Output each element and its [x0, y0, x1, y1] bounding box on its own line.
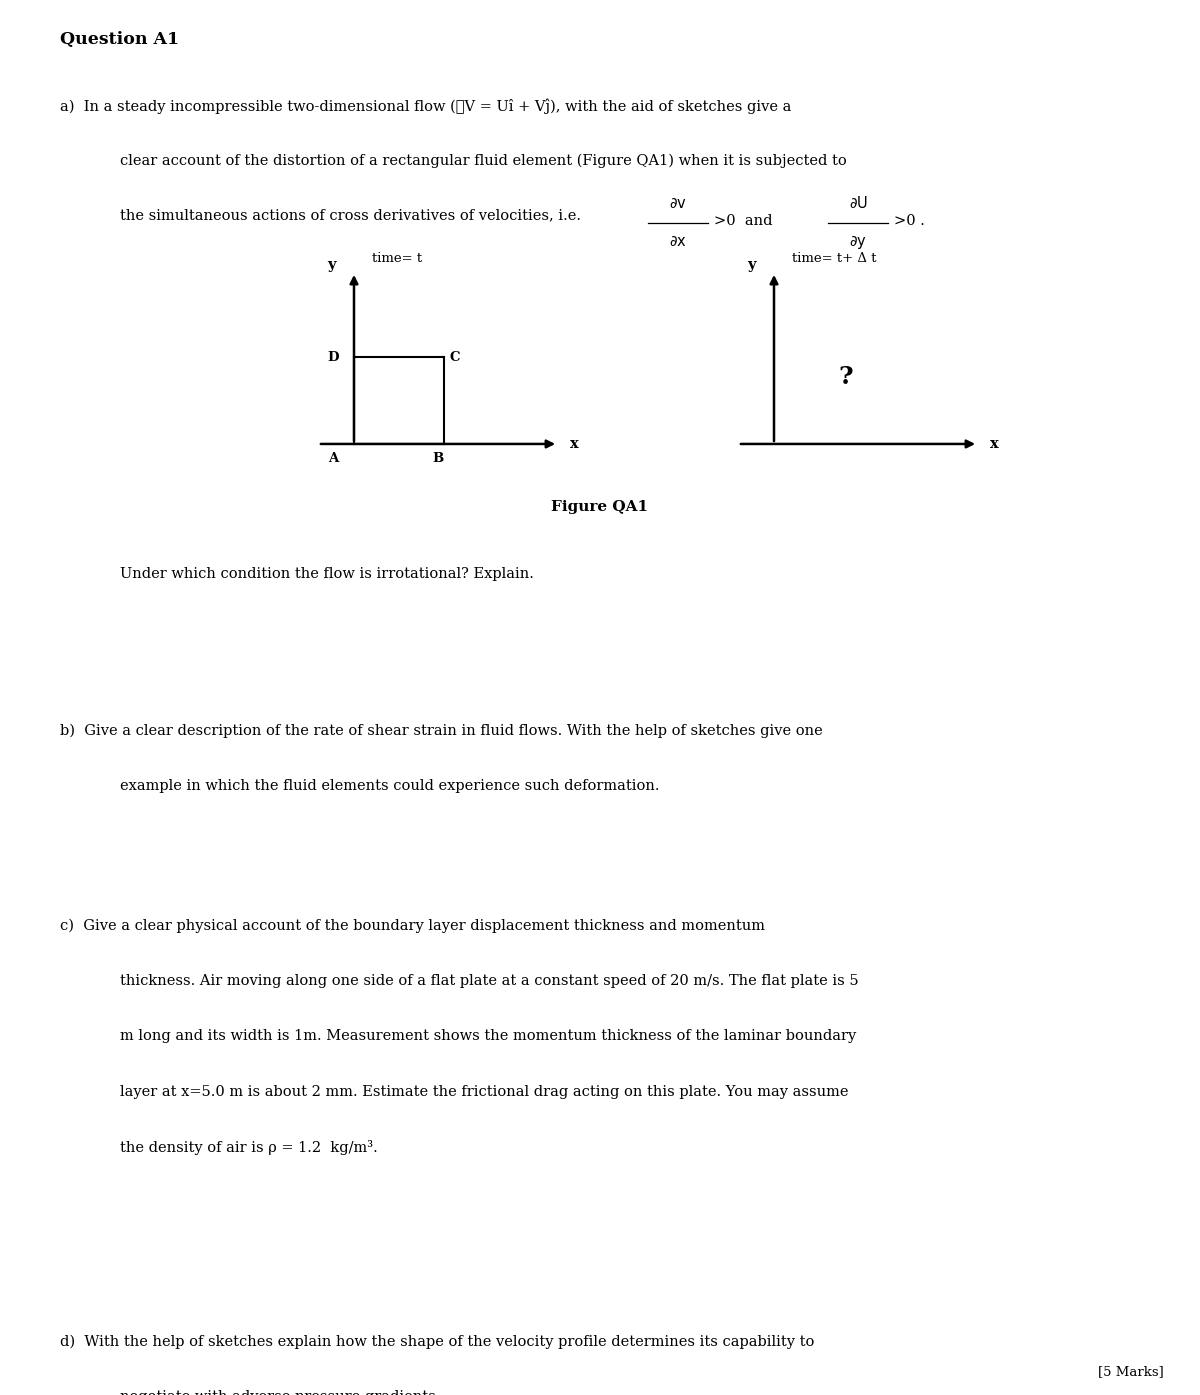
- Text: time= t: time= t: [372, 252, 422, 265]
- Text: y: y: [328, 258, 336, 272]
- Text: $\partial$y: $\partial$y: [850, 233, 866, 251]
- Text: ?: ?: [839, 364, 853, 389]
- Text: thickness. Air moving along one side of a flat plate at a constant speed of 20 m: thickness. Air moving along one side of …: [120, 974, 859, 988]
- Text: Question A1: Question A1: [60, 31, 179, 47]
- Text: a)  In a steady incompressible two-dimensional flow (⃗V = Uî + Vĵ), with the aid: a) In a steady incompressible two-dimens…: [60, 98, 791, 114]
- Text: D: D: [326, 352, 338, 364]
- Text: $\partial$v: $\partial$v: [670, 197, 686, 211]
- Text: d)  With the help of sketches explain how the shape of the velocity profile dete: d) With the help of sketches explain how…: [60, 1335, 815, 1349]
- Text: >0  and: >0 and: [714, 213, 773, 229]
- Text: the density of air is ρ = 1.2  kg/m³.: the density of air is ρ = 1.2 kg/m³.: [120, 1140, 378, 1155]
- Text: C: C: [450, 352, 461, 364]
- Text: x: x: [990, 437, 998, 451]
- Text: y: y: [748, 258, 756, 272]
- Text: [5 Marks]: [5 Marks]: [1098, 1366, 1164, 1378]
- Text: B: B: [432, 452, 443, 466]
- Text: c)  Give a clear physical account of the boundary layer displacement thickness a: c) Give a clear physical account of the …: [60, 919, 766, 933]
- Text: >0 .: >0 .: [894, 213, 925, 229]
- Text: b)  Give a clear description of the rate of shear strain in fluid flows. With th: b) Give a clear description of the rate …: [60, 724, 823, 738]
- Text: $\partial$x: $\partial$x: [670, 233, 686, 248]
- Text: Figure QA1: Figure QA1: [552, 499, 648, 513]
- Text: Under which condition the flow is irrotational? Explain.: Under which condition the flow is irrota…: [120, 568, 534, 582]
- Text: layer at x=5.0 m is about 2 mm. Estimate the frictional drag acting on this plat: layer at x=5.0 m is about 2 mm. Estimate…: [120, 1084, 848, 1098]
- Text: x: x: [570, 437, 578, 451]
- Text: $\partial$U: $\partial$U: [848, 195, 868, 211]
- Text: example in which the fluid elements could experience such deformation.: example in which the fluid elements coul…: [120, 778, 660, 792]
- Text: clear account of the distortion of a rectangular fluid element (Figure QA1) when: clear account of the distortion of a rec…: [120, 153, 847, 167]
- Text: time= t+ Δ t: time= t+ Δ t: [792, 252, 876, 265]
- Text: m long and its width is 1m. Measurement shows the momentum thickness of the lami: m long and its width is 1m. Measurement …: [120, 1030, 857, 1043]
- Text: negotiate with adverse pressure gradients.: negotiate with adverse pressure gradient…: [120, 1389, 440, 1395]
- Text: A: A: [328, 452, 338, 466]
- Text: the simultaneous actions of cross derivatives of velocities, i.e.: the simultaneous actions of cross deriva…: [120, 209, 581, 223]
